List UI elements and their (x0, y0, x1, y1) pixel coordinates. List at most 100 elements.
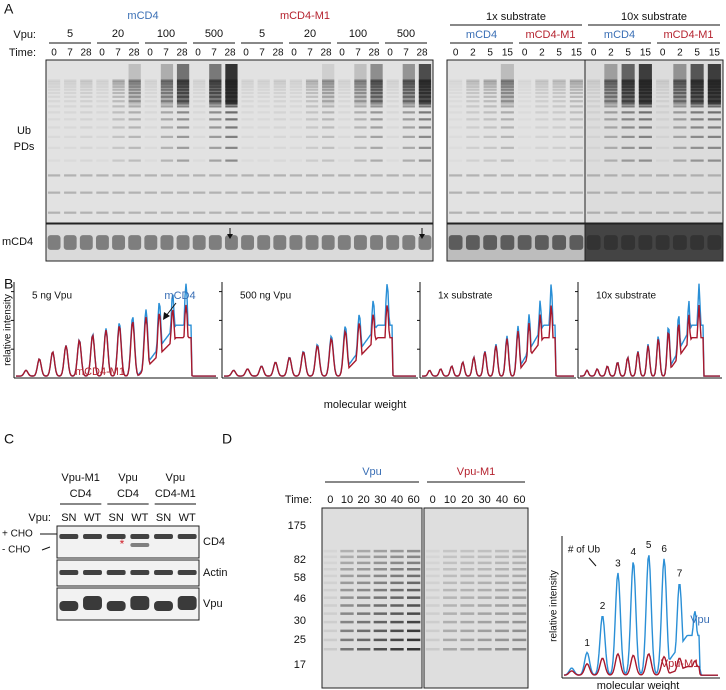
band (443, 620, 457, 624)
band (128, 159, 141, 162)
band (638, 85, 652, 88)
time-label: 0 (387, 48, 393, 59)
band (638, 159, 652, 162)
band (621, 100, 635, 103)
band (241, 111, 254, 114)
band (483, 105, 497, 108)
band (569, 85, 583, 88)
time-label: 0 (430, 494, 436, 506)
band (338, 105, 351, 108)
band (257, 118, 270, 121)
band (241, 126, 254, 129)
band (638, 83, 652, 86)
band (518, 136, 531, 138)
band (160, 100, 174, 103)
band (500, 85, 514, 88)
band (552, 91, 566, 95)
construct-label: mCD4-M1 (280, 10, 330, 22)
band (225, 85, 238, 88)
band (338, 159, 350, 161)
band (402, 211, 415, 214)
band (466, 146, 480, 149)
column-label: Vpu (118, 472, 138, 484)
band (518, 211, 532, 214)
band (483, 95, 497, 98)
band (673, 100, 687, 103)
band (64, 146, 77, 149)
band (370, 111, 383, 114)
band (193, 91, 206, 95)
loading-band (655, 235, 670, 250)
band (305, 105, 319, 108)
band (449, 81, 463, 84)
band (322, 111, 335, 114)
loading-band (128, 235, 142, 250)
band (241, 211, 254, 214)
band (407, 604, 421, 607)
band (466, 79, 480, 82)
band (587, 211, 601, 214)
band (273, 85, 286, 88)
blot (56, 525, 200, 559)
band (176, 146, 190, 149)
band (425, 620, 440, 624)
band (418, 111, 432, 114)
time-label: 0 (195, 48, 201, 59)
band (80, 159, 93, 162)
band (176, 100, 190, 103)
band (466, 88, 480, 91)
band (425, 638, 440, 642)
band (354, 211, 367, 214)
band (373, 568, 387, 571)
gel-label: Vpu-M1 (457, 466, 496, 478)
band (177, 570, 197, 575)
band (128, 105, 141, 108)
loading-band (621, 235, 636, 250)
band (449, 211, 463, 214)
loading-band (386, 235, 400, 250)
band (340, 588, 354, 592)
band (707, 191, 721, 194)
band (690, 135, 704, 138)
band (621, 126, 635, 129)
band (323, 568, 337, 571)
band (656, 83, 670, 86)
band (407, 638, 421, 642)
band (273, 100, 286, 103)
vpu-amount: 500 (397, 28, 415, 40)
band (386, 79, 399, 82)
band (354, 191, 367, 194)
band (449, 79, 463, 82)
time-label: 20 (461, 494, 473, 506)
band (673, 159, 687, 162)
band (338, 100, 351, 103)
vpu-amount: 100 (349, 28, 367, 40)
band (638, 88, 652, 91)
band (160, 91, 174, 95)
band (466, 91, 480, 95)
band (638, 100, 652, 103)
panel-letter: A (4, 1, 14, 17)
band (64, 85, 77, 88)
band (289, 79, 303, 82)
band (257, 100, 270, 103)
band (193, 100, 206, 103)
band (323, 612, 337, 615)
band (535, 100, 549, 103)
band (690, 79, 704, 82)
band (225, 111, 238, 114)
band (673, 88, 687, 91)
band (604, 81, 618, 84)
band (144, 191, 157, 194)
band (305, 111, 319, 114)
band (418, 91, 432, 95)
band (407, 574, 421, 578)
band (193, 211, 206, 214)
band (518, 147, 531, 149)
band (370, 118, 383, 121)
band (477, 648, 492, 651)
band (402, 83, 415, 86)
band (587, 81, 601, 84)
construct-label: mCD4 (466, 29, 497, 41)
band (305, 95, 319, 98)
